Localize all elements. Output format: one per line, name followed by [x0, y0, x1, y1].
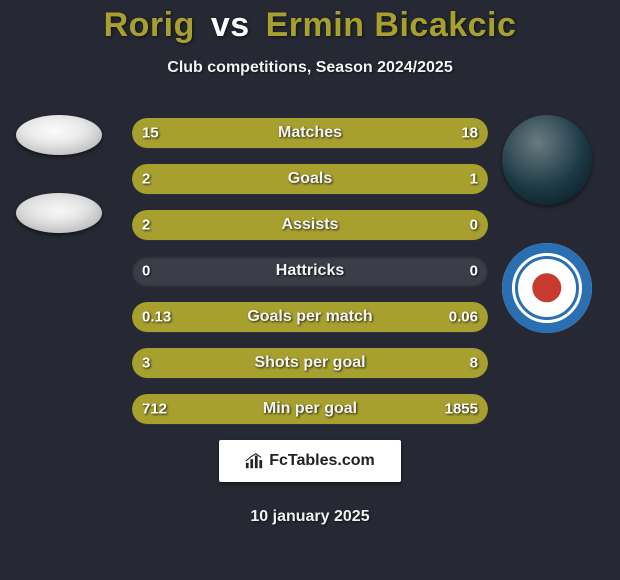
watermark-text: FcTables.com: [269, 452, 375, 470]
stat-value-left: 15: [142, 125, 159, 142]
stat-value-left: 0.13: [142, 309, 171, 326]
stat-value-right: 0: [470, 217, 478, 234]
stat-value-right: 18: [461, 125, 478, 142]
stat-label: Hattricks: [276, 262, 344, 280]
stat-value-right: 0.06: [449, 309, 478, 326]
stat-value-left: 2: [142, 171, 150, 188]
player-a-name: Rorig: [104, 6, 195, 44]
left-column: [14, 115, 104, 233]
subtitle: Club competitions, Season 2024/2025: [0, 59, 620, 77]
stat-value-left: 2: [142, 217, 150, 234]
player-a-club-badge: [16, 193, 102, 233]
stat-value-right: 8: [470, 355, 478, 372]
stat-bar: Matches 15 18: [132, 118, 488, 148]
stat-value-right: 1855: [445, 401, 478, 418]
player-b-name: Ermin Bicakcic: [266, 6, 517, 44]
stat-value-right: 0: [470, 263, 478, 280]
stat-label: Min per goal: [263, 400, 357, 418]
stat-value-left: 3: [142, 355, 150, 372]
stat-label: Goals per match: [247, 308, 372, 326]
player-b-avatar: [502, 115, 592, 205]
stat-label: Assists: [282, 216, 339, 234]
stat-label: Shots per goal: [254, 354, 365, 372]
stat-bar: Hattricks 0 0: [132, 256, 488, 286]
stat-bar: Assists 2 0: [132, 210, 488, 240]
right-column: [502, 115, 592, 333]
watermark: FcTables.com: [219, 440, 401, 482]
stat-value-left: 0: [142, 263, 150, 280]
bar-fill-left: [132, 164, 371, 194]
stats-bars: Matches 15 18 Goals 2 1 Assists 2 0 Hattricks 0 0 Go…: [132, 118, 488, 424]
stat-bar: Min per goal 712 1855: [132, 394, 488, 424]
stat-label: Matches: [278, 124, 342, 142]
vs-label: vs: [211, 6, 250, 44]
stat-value-left: 712: [142, 401, 167, 418]
date-label: 10 january 2025: [250, 508, 369, 526]
badge-core: [532, 273, 561, 302]
stat-label: Goals: [288, 170, 332, 188]
stat-bar: Goals per match 0.13 0.06: [132, 302, 488, 332]
stat-value-right: 1: [470, 171, 478, 188]
player-b-club-badge: [502, 243, 592, 333]
stat-bar: Goals 2 1: [132, 164, 488, 194]
stat-bar: Shots per goal 3 8: [132, 348, 488, 378]
chart-bars-icon: [245, 452, 263, 470]
page-title: Rorig vs Ermin Bicakcic: [0, 0, 620, 45]
player-a-avatar: [16, 115, 102, 155]
